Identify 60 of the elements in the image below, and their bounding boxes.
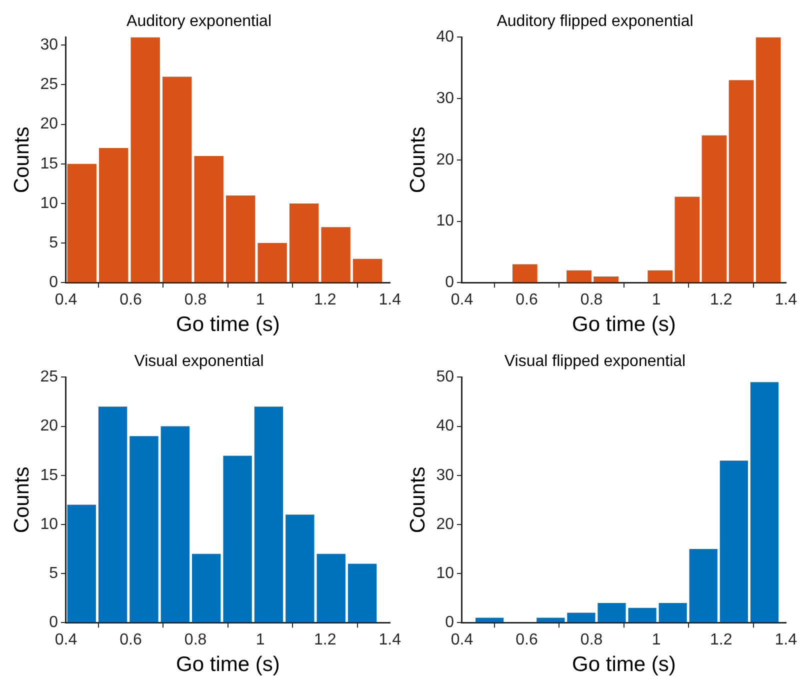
x-tick-label: 1.4: [378, 292, 402, 309]
chart-title: Visual flipped exponential: [504, 353, 686, 370]
y-tick-label: 50: [436, 368, 454, 386]
x-tick-label: 1.2: [314, 632, 336, 649]
y-tick-label: 0: [49, 614, 58, 632]
y-tick-label: 30: [40, 36, 58, 54]
x-axis-title: Go time (s): [176, 653, 280, 676]
y-axis-title: Counts: [406, 466, 430, 534]
y-tick-label: 0: [445, 614, 454, 632]
y-tick-label: 0: [445, 274, 454, 292]
y-tick-label: 20: [436, 151, 454, 168]
y-tick-label: 15: [40, 466, 58, 484]
y-tick-label: 10: [40, 516, 58, 533]
chart-title: Auditory exponential: [126, 13, 272, 30]
y-tick-label: 5: [49, 564, 58, 582]
y-tick-label: 40: [436, 418, 454, 435]
x-axis-title: Go time (s): [572, 653, 676, 676]
chart-title: Visual exponential: [134, 353, 264, 370]
y-tick-label: 25: [40, 368, 58, 386]
y-tick-label: 40: [436, 28, 454, 46]
x-tick-label: 0.6: [516, 292, 538, 309]
y-axis-title: Counts: [406, 126, 430, 194]
y-tick-label: 25: [40, 76, 58, 94]
x-tick-label: 0.4: [450, 632, 474, 649]
x-tick-label: 0.4: [54, 632, 78, 649]
x-axis-title: Go time (s): [572, 313, 676, 336]
x-tick-label: 0.6: [120, 632, 142, 649]
x-tick-label: 0.6: [516, 632, 538, 649]
x-tick-label: 1: [256, 632, 265, 649]
x-tick-label: 1.4: [774, 632, 798, 649]
y-tick-label: 20: [40, 116, 58, 133]
y-axis-title: Counts: [10, 466, 34, 534]
x-tick-label: 1.2: [314, 292, 336, 309]
x-tick-label: 0.6: [120, 292, 142, 309]
x-tick-label: 1.4: [378, 632, 402, 649]
x-tick-label: 0.8: [184, 292, 207, 309]
y-tick-label: 30: [436, 90, 454, 107]
y-tick-label: 30: [436, 466, 454, 484]
y-tick-label: 10: [436, 212, 454, 230]
y-tick-label: 15: [40, 155, 58, 172]
y-tick-label: 20: [40, 418, 58, 435]
x-tick-label: 1.4: [774, 292, 798, 309]
x-tick-label: 1: [256, 292, 265, 309]
x-tick-label: 1.2: [710, 292, 732, 309]
x-axis-title: Go time (s): [176, 313, 280, 336]
x-tick-label: 0.8: [580, 632, 603, 649]
x-tick-label: 0.8: [580, 292, 603, 309]
x-tick-label: 1.2: [710, 632, 732, 649]
x-tick-label: 1: [652, 292, 661, 309]
y-axis-title: Counts: [10, 126, 34, 194]
y-tick-label: 0: [49, 274, 58, 292]
x-tick-label: 0.4: [54, 292, 78, 309]
chart-title: Auditory flipped exponential: [496, 13, 694, 30]
x-tick-label: 1: [652, 632, 661, 649]
y-tick-label: 5: [49, 234, 58, 252]
y-tick-label: 10: [40, 194, 58, 212]
y-tick-label: 10: [436, 564, 454, 582]
x-tick-label: 0.4: [450, 292, 474, 309]
y-tick-label: 20: [436, 516, 454, 533]
x-tick-label: 0.8: [184, 632, 207, 649]
